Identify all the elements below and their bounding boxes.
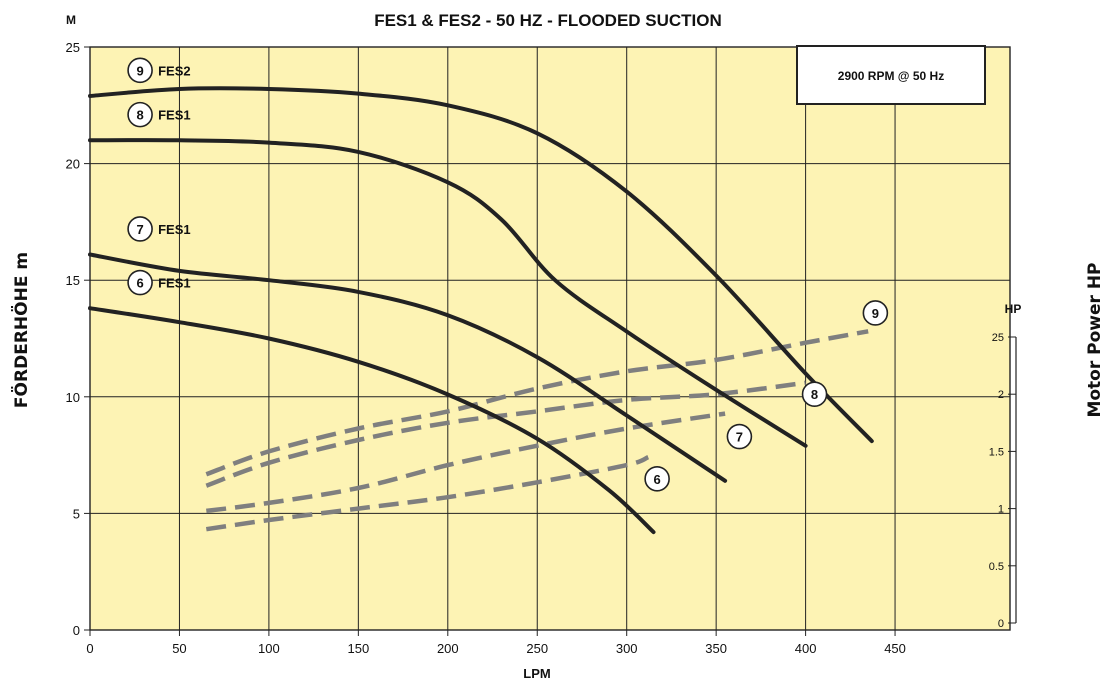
power-series-7 — [206, 411, 726, 514]
power-series-marker-number: 9 — [872, 306, 879, 321]
head-series-marker-circle — [127, 57, 153, 84]
head-series-marker-number: 8 — [136, 108, 143, 123]
x-axis-label: LPM — [523, 666, 550, 681]
x-tick-label: 250 — [526, 641, 548, 656]
power-series-marker-circle — [644, 466, 670, 492]
x-tick-label: 450 — [884, 641, 906, 656]
x-tick-label: 200 — [437, 641, 459, 656]
y2-tick-label: 1 — [998, 504, 1004, 516]
head-curves — [88, 86, 874, 535]
head-series-name: FES1 — [158, 108, 191, 123]
grid-lines — [90, 47, 1010, 630]
head-series-name: FES1 — [158, 222, 191, 237]
head-series-marker-circle — [127, 216, 153, 242]
y-unit-label: M — [66, 13, 76, 27]
power-series-marker-circle — [862, 300, 889, 326]
y2-tick-label: 25 — [992, 332, 1004, 344]
power-series-marker-circle — [801, 381, 828, 408]
y-tick-label: 15 — [66, 273, 80, 288]
y-axis-label: FÖRDERHÖHE m — [12, 251, 32, 409]
y2-tick-label: 0.5 — [989, 561, 1004, 573]
power-series-marker-circle — [726, 423, 753, 450]
head-series-marker-number: 7 — [136, 222, 143, 237]
y2-tick-label: 0 — [998, 618, 1004, 630]
curve-markers: 9 FES2 8 FES1 7 FES1 6 FES1 9 8 7 6 — [127, 57, 889, 492]
power-series-9 — [205, 329, 869, 477]
y2-tick-label: 2 — [998, 389, 1004, 401]
power-series-marker-number: 7 — [736, 430, 743, 445]
y-tick-label: 20 — [66, 157, 80, 172]
y2-tick-label: 1.5 — [989, 446, 1004, 458]
power-series-6 — [205, 455, 650, 532]
x-tick-label: 0 — [86, 641, 93, 656]
x-tick-label: 350 — [705, 641, 727, 656]
head-series-8 — [88, 138, 808, 448]
power-series-marker-number: 8 — [811, 387, 818, 402]
x-tick-label: 150 — [347, 641, 369, 656]
x-tick-label: 300 — [616, 641, 638, 656]
head-series-marker-circle — [127, 101, 153, 128]
y-tick-label: 5 — [73, 506, 80, 521]
head-series-marker-circle — [127, 269, 153, 296]
power-series-marker-number: 6 — [653, 472, 660, 487]
head-series-name: FES2 — [158, 63, 191, 78]
y2-unit-label: HP — [1005, 302, 1022, 316]
power-axis: 0 0.5 1 1.5 2 25 — [989, 332, 1017, 630]
x-tick-label: 100 — [258, 641, 280, 656]
head-series-6 — [88, 306, 656, 535]
y-tick-label: 10 — [66, 390, 80, 405]
head-series-name: FES1 — [158, 276, 191, 291]
head-series-marker-number: 9 — [136, 63, 143, 78]
x-axis-ticks: 0 50 100 150 200 250 300 350 400 450 — [86, 630, 906, 656]
rpm-annotation: 2900 RPM @ 50 Hz — [838, 69, 944, 83]
head-series-marker-number: 6 — [136, 276, 143, 291]
x-tick-label: 400 — [795, 641, 817, 656]
plot-area — [89, 46, 1011, 631]
y-tick-label: 0 — [73, 623, 80, 638]
plot-background — [89, 46, 1011, 631]
rpm-annotation-box: 2900 RPM @ 50 Hz — [796, 45, 986, 105]
x-tick-label: 50 — [172, 641, 186, 656]
y-axis-ticks: 0 5 10 15 20 25 — [66, 40, 90, 638]
chart-title: FES1 & FES2 - 50 HZ - FLOODED SUCTION — [374, 11, 722, 30]
head-series-7 — [88, 252, 728, 483]
head-series-9 — [88, 86, 874, 444]
y-tick-label: 25 — [66, 40, 80, 55]
y2-axis-label: Motor Power HP — [1085, 262, 1105, 418]
